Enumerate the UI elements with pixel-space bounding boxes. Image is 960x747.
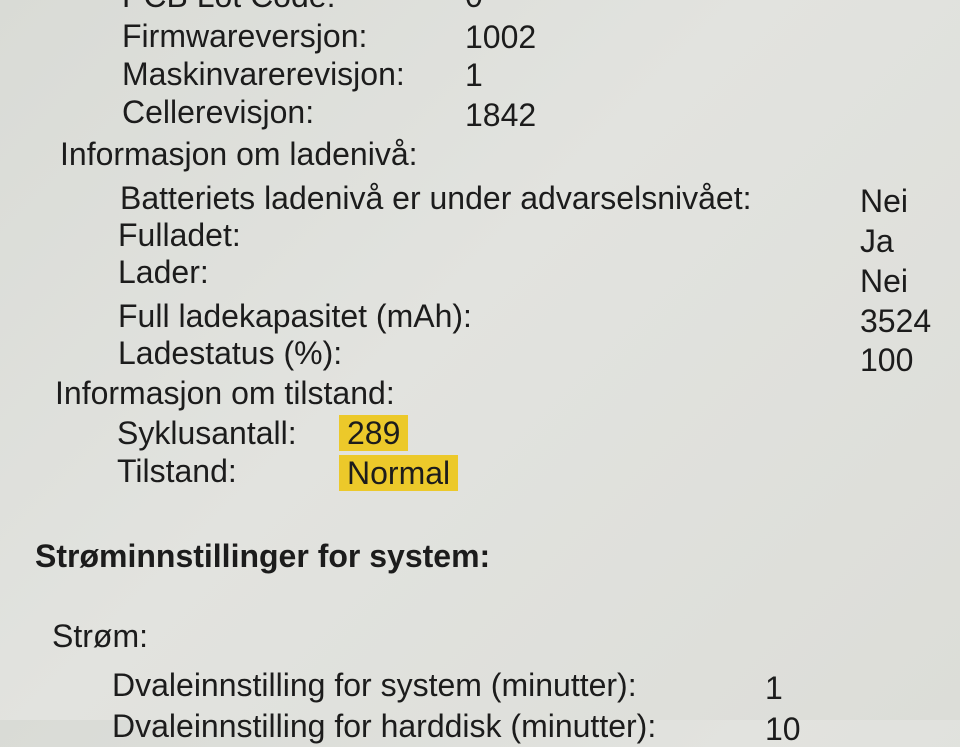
cycle-count-value: 289 — [339, 415, 409, 451]
warning-level-label: Batteriets ladenivå er under advarselsni… — [120, 180, 752, 216]
condition-label: Tilstand: — [117, 453, 237, 489]
power-heading: Strøminnstillinger for system: — [35, 538, 491, 574]
fully-charged-label: Fulladet: — [118, 217, 241, 253]
cell-revision-label: Cellerevisjon: — [122, 94, 315, 130]
fully-charged-value: Ja — [860, 223, 894, 259]
charge-status-value: 100 — [860, 342, 914, 378]
firmware-value: 1002 — [465, 19, 537, 55]
charge-status-label: Ladestatus (%): — [118, 335, 343, 371]
firmware-label: Firmwareversjon: — [122, 18, 368, 54]
charging-label: Lader: — [118, 254, 209, 290]
hardware-revision-value: 1 — [465, 57, 483, 93]
charge-heading: Informasjon om ladenivå: — [60, 136, 418, 172]
disk-sleep-value: 10 — [765, 711, 801, 747]
hardware-revision-label: Maskinvarerevisjon: — [122, 56, 405, 92]
pcb-lot-label: PCB Lot Code: — [122, 0, 335, 14]
charging-value: Nei — [860, 263, 909, 299]
disk-sleep-label: Dvaleinnstilling for harddisk (minutter)… — [112, 708, 657, 744]
system-sleep-label: Dvaleinnstilling for system (minutter): — [112, 667, 637, 703]
cell-revision-value: 1842 — [465, 97, 537, 133]
power-subheading: Strøm: — [52, 618, 148, 654]
condition-value: Normal — [339, 455, 459, 491]
full-capacity-value: 3524 — [860, 303, 932, 339]
health-heading: Informasjon om tilstand: — [55, 375, 395, 411]
full-capacity-label: Full ladekapasitet (mAh): — [118, 298, 472, 334]
warning-level-value: Nei — [860, 183, 909, 219]
pcb-lot-value: 0 — [465, 0, 483, 14]
system-sleep-value: 1 — [765, 670, 783, 706]
cycle-count-label: Syklusantall: — [117, 415, 297, 451]
